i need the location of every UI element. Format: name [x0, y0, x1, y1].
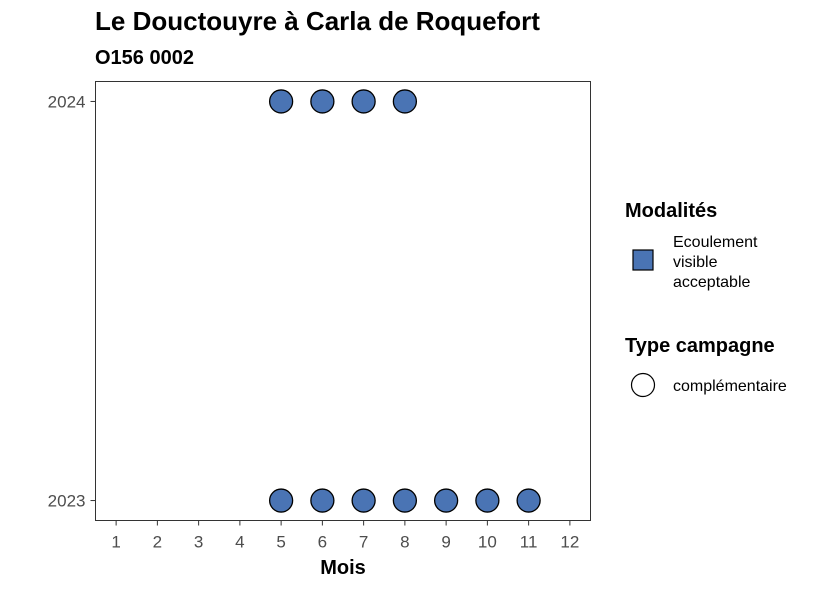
- x-tick-label: 3: [194, 533, 203, 552]
- x-tick-label: 5: [276, 533, 285, 552]
- chart-subtitle: O156 0002: [95, 47, 194, 69]
- x-tick-label: 9: [441, 533, 450, 552]
- x-tick-label: 12: [560, 533, 579, 552]
- x-tick-label: 4: [235, 533, 244, 552]
- legend-campagne-label: complémentaire: [673, 378, 787, 395]
- data-point: [392, 89, 418, 114]
- legend-key-square: [632, 249, 654, 271]
- x-axis: 1 2 3 4 5 6 7 8 9 10 11 12: [111, 520, 579, 552]
- data-point: [268, 89, 294, 114]
- y-tick-label: 2023: [48, 492, 86, 511]
- data-point: [268, 488, 294, 513]
- x-tick-label: 11: [520, 533, 538, 552]
- legend-campagne: Type campagne complémentaire: [625, 335, 787, 398]
- plot-panel: [95, 81, 591, 521]
- data-points: [268, 89, 541, 513]
- legend-modalites-label-3: acceptable: [673, 274, 750, 291]
- legend-modalites-title: Modalités: [625, 200, 717, 222]
- x-tick-label: 7: [359, 533, 368, 552]
- chart-title: Le Douctouyre à Carla de Roquefort: [95, 6, 540, 36]
- y-tick-label: 2024: [48, 92, 86, 111]
- x-tick-label: 1: [111, 533, 120, 552]
- x-tick-label: 8: [400, 533, 409, 552]
- data-point: [475, 488, 500, 513]
- x-tick-label: 2: [153, 533, 162, 552]
- data-point: [310, 488, 335, 513]
- data-point: [433, 488, 459, 513]
- x-axis-title: Mois: [320, 557, 366, 579]
- data-point: [351, 488, 376, 513]
- legend-modalites-label-1: Ecoulement: [673, 234, 758, 251]
- legend-modalites-label-2: visible: [673, 254, 718, 271]
- data-point: [310, 89, 335, 114]
- data-point: [516, 488, 541, 513]
- legend-modalites: Modalités Ecoulement visible acceptable: [625, 200, 758, 291]
- legend-campagne-title: Type campagne: [625, 335, 775, 357]
- x-tick-label: 10: [478, 533, 497, 552]
- data-point: [351, 89, 376, 114]
- x-tick-label: 6: [318, 533, 327, 552]
- legend-key-circle: [630, 372, 656, 398]
- data-point: [392, 488, 418, 513]
- y-axis: 2023 2024: [48, 92, 96, 511]
